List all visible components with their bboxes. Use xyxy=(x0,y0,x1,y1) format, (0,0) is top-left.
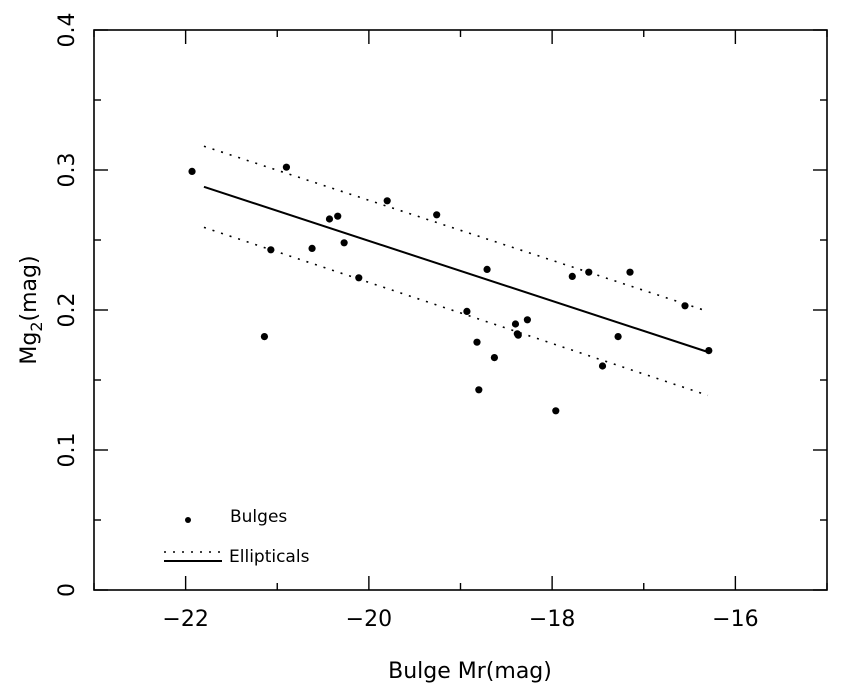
x-tick-label: −20 xyxy=(346,607,392,632)
y-axis-ticks: 0 0.1 0.2 0.3 0.4 xyxy=(55,13,827,597)
y-tick-label: 0 xyxy=(55,583,80,597)
lower-bound-line xyxy=(203,226,709,397)
data-point xyxy=(267,246,275,254)
data-point xyxy=(490,354,499,362)
series-layer xyxy=(188,145,713,415)
y-tick-label: 0.2 xyxy=(55,293,80,328)
data-point xyxy=(626,268,634,276)
data-point xyxy=(188,167,196,175)
svg-text:Mg2(mag): Mg2(mag) xyxy=(17,255,46,364)
y-axis-label-sub: 2 xyxy=(27,321,46,331)
legend-bulges-marker xyxy=(185,517,191,523)
data-point xyxy=(383,197,391,205)
data-point xyxy=(598,362,607,370)
data-point xyxy=(463,307,471,315)
data-point xyxy=(282,163,291,171)
legend-bulges-label: Bulges xyxy=(230,507,287,527)
data-point xyxy=(308,244,316,252)
x-axis-label: Bulge Mr(mag) xyxy=(388,659,552,684)
data-point xyxy=(473,338,481,346)
x-axis-ticks: −22 −20 −18 −16 xyxy=(93,30,828,632)
y-axis-label-main: Mg xyxy=(17,332,42,365)
x-tick-label: −18 xyxy=(529,607,575,632)
x-tick-label: −16 xyxy=(712,607,758,632)
fit-line xyxy=(203,185,709,353)
y-axis-label-unit: (mag) xyxy=(17,255,42,321)
data-point xyxy=(340,239,348,247)
data-point xyxy=(552,407,560,415)
plot-border xyxy=(93,29,828,591)
plot-frame xyxy=(93,29,828,591)
legend: Bulges Ellipticals xyxy=(164,507,310,567)
legend-ellipticals-label: Ellipticals xyxy=(229,547,310,567)
y-tick-label: 0.4 xyxy=(55,13,80,48)
data-point xyxy=(568,272,576,280)
data-point xyxy=(260,333,269,341)
data-point xyxy=(705,347,713,355)
data-point xyxy=(433,211,441,219)
data-point xyxy=(681,302,689,310)
data-point xyxy=(355,274,363,282)
y-tick-label: 0.1 xyxy=(55,433,80,468)
y-tick-label: 0.3 xyxy=(55,153,80,188)
upper-bound-line xyxy=(203,145,709,313)
data-point xyxy=(514,331,522,339)
data-point xyxy=(614,333,622,341)
y-axis-label: Mg2(mag) xyxy=(17,255,46,364)
data-point xyxy=(511,320,520,328)
data-point xyxy=(483,265,491,273)
data-point xyxy=(523,316,531,324)
data-point xyxy=(325,215,334,223)
data-point xyxy=(585,268,593,276)
data-point xyxy=(334,212,342,220)
data-point xyxy=(475,386,483,394)
x-tick-label: −22 xyxy=(162,607,208,632)
